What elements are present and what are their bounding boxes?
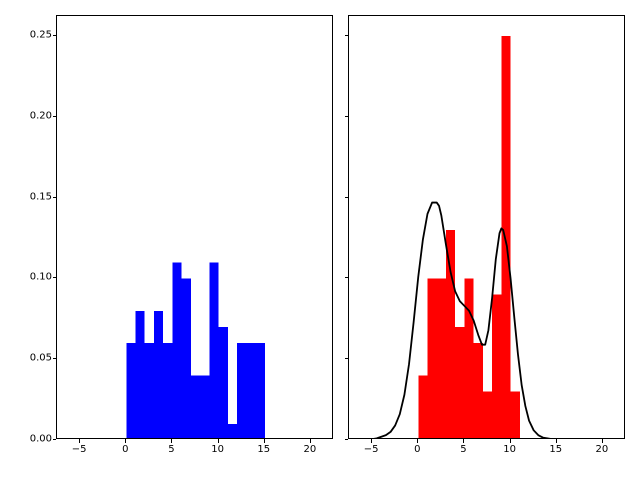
y-tick-mark <box>52 439 56 440</box>
y-tick-mark <box>344 35 348 37</box>
histogram-bar <box>492 294 502 438</box>
left-plot-area <box>57 16 332 438</box>
x-tick-label: −5 <box>363 444 379 455</box>
x-tick-label: 0 <box>122 444 129 455</box>
histogram-bar <box>172 262 182 438</box>
kde-line <box>373 201 551 438</box>
y-tick-label: 0.15 <box>29 191 52 203</box>
histogram-bar <box>190 375 201 438</box>
y-tick-label: 0.10 <box>29 271 52 283</box>
left-histogram-bars <box>126 262 265 438</box>
x-tick-mark <box>309 439 311 443</box>
x-tick-mark <box>171 439 173 443</box>
y-tick-label: 0.25 <box>29 29 52 41</box>
y-tick-mark <box>52 196 56 198</box>
histogram-bar <box>246 343 256 438</box>
x-tick-mark <box>125 439 127 443</box>
histogram-bar <box>473 343 483 438</box>
histogram-bar <box>501 36 511 438</box>
x-tick-mark <box>371 439 373 443</box>
y-tick-mark <box>52 358 56 360</box>
y-tick-label: 0.05 <box>29 352 52 364</box>
histogram-bar <box>144 343 154 438</box>
x-tick-mark <box>417 439 419 443</box>
y-tick-mark <box>344 358 348 360</box>
x-tick-label: 5 <box>460 444 467 455</box>
x-tick-mark <box>601 439 603 443</box>
x-tick-mark <box>217 439 219 443</box>
histogram-bar <box>209 262 219 438</box>
left-axes <box>56 15 333 439</box>
right-histogram-bars <box>418 36 520 438</box>
x-tick-mark <box>463 439 465 443</box>
histogram-bar <box>153 310 164 438</box>
x-tick-label: 20 <box>303 444 317 455</box>
histogram-bar <box>464 278 474 438</box>
x-tick-label: 10 <box>211 444 224 455</box>
x-tick-label: 20 <box>595 444 609 455</box>
x-tick-label: 10 <box>503 444 516 455</box>
y-tick-label: 0.20 <box>29 110 52 122</box>
y-tick-mark <box>52 277 56 279</box>
histogram-bar <box>227 423 238 438</box>
y-tick-mark <box>344 439 348 440</box>
histogram-bar <box>482 391 493 438</box>
histogram-bar <box>510 391 520 438</box>
histogram-bar <box>455 326 465 438</box>
histogram-bar <box>427 278 437 438</box>
kde-density-curve <box>373 201 551 438</box>
histogram-bar <box>181 278 191 438</box>
histogram-bar <box>135 310 145 438</box>
y-tick-mark <box>344 196 348 198</box>
histogram-bar <box>418 375 428 438</box>
x-tick-mark <box>79 439 81 443</box>
x-tick-label: −5 <box>71 444 87 455</box>
x-tick-label: 15 <box>549 444 563 455</box>
histogram-bar <box>163 343 173 438</box>
histogram-bar <box>436 278 446 438</box>
y-tick-mark <box>52 35 56 37</box>
y-tick-label: 0.00 <box>29 433 52 445</box>
x-tick-mark <box>555 439 557 443</box>
x-tick-label: 15 <box>257 444 271 455</box>
x-tick-label: 5 <box>168 444 175 455</box>
right-plot-area <box>349 16 624 438</box>
y-tick-mark <box>344 277 348 279</box>
histogram-bar <box>200 375 210 438</box>
y-tick-mark <box>344 115 348 117</box>
x-tick-mark <box>263 439 265 443</box>
right-axes <box>348 15 625 439</box>
histogram-bar <box>237 343 247 438</box>
histogram-bar <box>218 326 228 438</box>
x-tick-label: 0 <box>414 444 421 455</box>
histogram-bar <box>126 343 136 438</box>
histogram-bar <box>255 343 265 438</box>
histogram-bar <box>445 230 456 438</box>
y-tick-mark <box>52 115 56 117</box>
x-tick-mark <box>509 439 511 443</box>
